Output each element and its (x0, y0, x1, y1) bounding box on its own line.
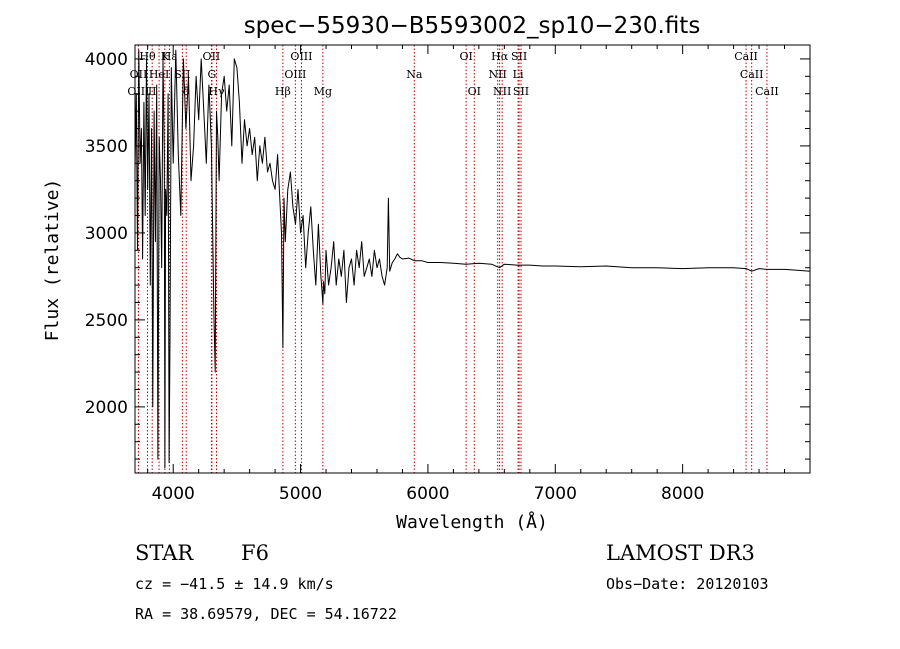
x-tick-label: 7000 (534, 484, 577, 504)
y-tick-label: 2000 (85, 398, 128, 418)
line-marker-label: Li (513, 68, 524, 81)
line-marker-label: SII (174, 68, 190, 81)
line-marker-label: Hε (162, 50, 178, 63)
x-tick-label: 4000 (152, 484, 195, 504)
line-marker-label: Hβ (275, 85, 291, 98)
line-marker-label: OII (130, 68, 148, 81)
line-marker-label: OI (459, 50, 472, 63)
line-marker-label: SII (511, 50, 527, 63)
axis-ticks: 4000 5000 6000 7000 8000 2000 2500 3000 3500 4000 (85, 45, 810, 504)
line-marker-label: δ (183, 85, 190, 98)
line-marker-label: HeI (149, 68, 169, 81)
object-subclass: F6 (241, 541, 269, 565)
obs-date-text: Obs−Date: 20120103 (606, 575, 769, 593)
x-axis-label: Wavelength (Å) (396, 511, 548, 533)
coords-text: RA = 38.69579, DEC = 54.16722 (135, 605, 397, 623)
line-marker-label: NII (493, 85, 511, 98)
object-class: STAR (135, 541, 194, 565)
line-marker-label: CaII (740, 68, 764, 81)
line-marker-label: OIII (127, 85, 149, 98)
line-marker-label: OIII (290, 50, 312, 63)
line-marker-label: K (161, 50, 170, 63)
line-marker-label: Na (406, 68, 423, 81)
x-tick-label: 6000 (406, 484, 449, 504)
line-marker-label: Hγ (208, 85, 225, 98)
chart-title: spec−55930−B5593002_sp10−230.fits (244, 13, 701, 39)
line-marker-label: OIII (284, 68, 306, 81)
redshift-text: cz = −41.5 ± 14.9 km/s (135, 575, 334, 593)
x-tick-label: 5000 (279, 484, 322, 504)
line-marker-label: OII (203, 50, 221, 63)
line-marker-label: SII (513, 85, 529, 98)
line-marker-label: Hθ (139, 50, 156, 63)
y-axis-label: Flux (relative) (42, 179, 63, 342)
survey-label: LAMOST DR3 (606, 541, 755, 565)
spectrum-line (134, 49, 811, 469)
y-tick-label: 4000 (85, 50, 128, 70)
x-tick-label: 8000 (661, 484, 704, 504)
line-marker-label: NII (489, 68, 507, 81)
line-marker-label: Hα (491, 50, 509, 63)
spectrum-series (134, 49, 811, 469)
plot-frame (134, 44, 811, 474)
y-tick-label: 2500 (85, 311, 128, 331)
line-marker-label: Mg (314, 85, 332, 98)
line-marker-label: II (148, 85, 157, 98)
y-tick-label: 3500 (85, 137, 128, 157)
line-marker-label: CaII (734, 50, 758, 63)
line-marker-label: OI (468, 85, 481, 98)
y-tick-label: 3000 (85, 224, 128, 244)
line-marker-label: CaII (755, 85, 779, 98)
line-marker-label: G (208, 68, 217, 81)
